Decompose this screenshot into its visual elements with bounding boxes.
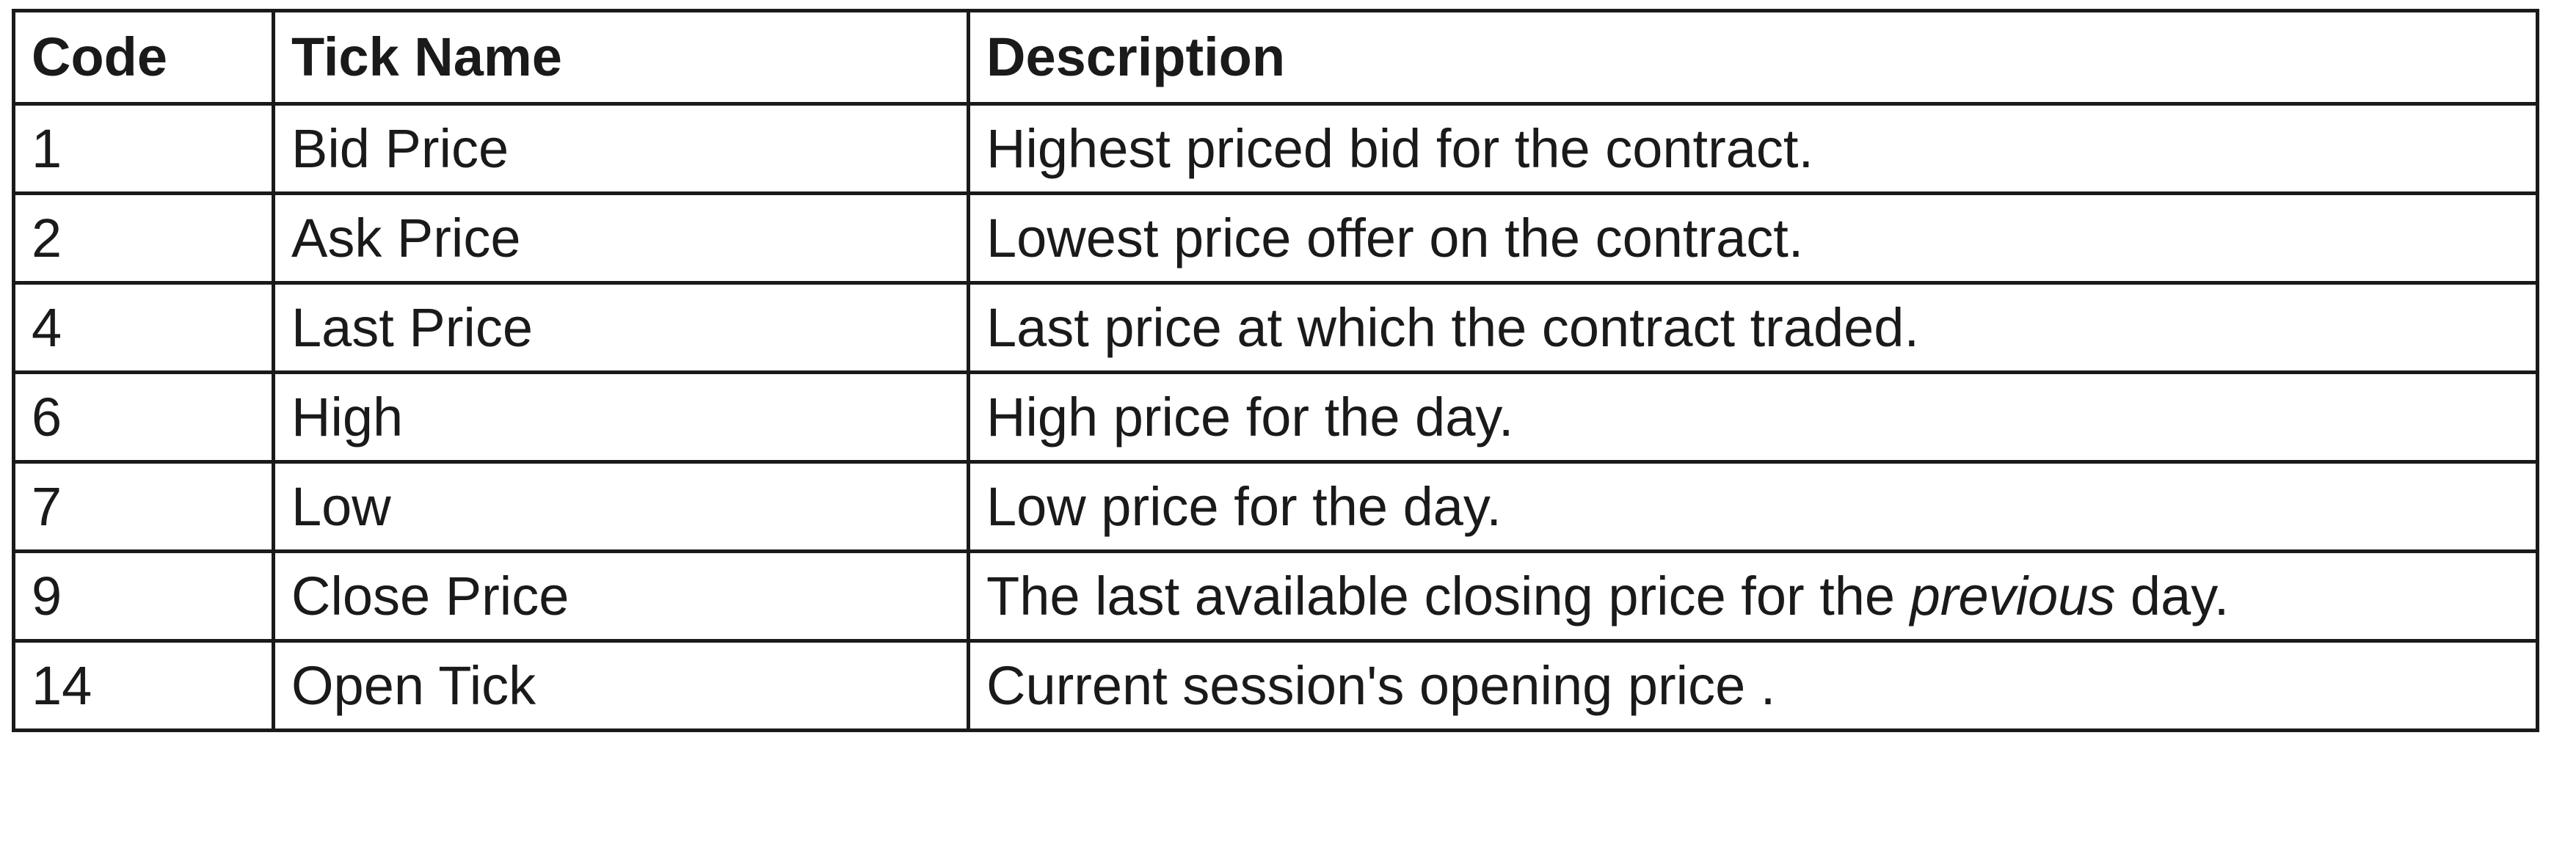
table-header-row: Code Tick Name Description	[12, 9, 2539, 106]
cell-description: High price for the day.	[967, 370, 2539, 464]
cell-tick-name: Open Tick	[272, 639, 970, 732]
header-code: Code	[12, 9, 275, 106]
cell-description: Current session's opening price .	[967, 639, 2539, 732]
table-row: 14 Open Tick Current session's opening p…	[12, 639, 2539, 732]
cell-tick-name: Ask Price	[272, 191, 970, 285]
cell-code: 2	[12, 191, 275, 285]
table-row: 2 Ask Price Lowest price offer on the co…	[12, 191, 2539, 285]
cell-description: Lowest price offer on the contract.	[967, 191, 2539, 285]
cell-description: Highest priced bid for the contract.	[967, 102, 2539, 195]
cell-code: 1	[12, 102, 275, 195]
cell-code: 4	[12, 281, 275, 374]
cell-code: 14	[12, 639, 275, 732]
table-row: 7 Low Low price for the day.	[12, 460, 2539, 553]
description-text-after: day.	[2115, 565, 2230, 627]
cell-description: The last available closing price for the…	[967, 549, 2539, 643]
table-row: 1 Bid Price Highest priced bid for the c…	[12, 102, 2539, 195]
description-text-italic: previous	[1910, 565, 2116, 627]
table-row: 4 Last Price Last price at which the con…	[12, 281, 2539, 374]
tick-codes-table-container: Code Tick Name Description 1 Bid Price H…	[12, 9, 2539, 732]
header-description: Description	[967, 9, 2539, 106]
tick-codes-table: Code Tick Name Description 1 Bid Price H…	[12, 9, 2539, 732]
table-row: 6 High High price for the day.	[12, 370, 2539, 464]
cell-code: 7	[12, 460, 275, 553]
table-row: 9 Close Price The last available closing…	[12, 549, 2539, 643]
cell-tick-name: Bid Price	[272, 102, 970, 195]
cell-tick-name: Low	[272, 460, 970, 553]
cell-description: Last price at which the contract traded.	[967, 281, 2539, 374]
cell-tick-name: High	[272, 370, 970, 464]
description-text-before: The last available closing price for the	[986, 565, 1910, 627]
cell-tick-name: Last Price	[272, 281, 970, 374]
cell-tick-name: Close Price	[272, 549, 970, 643]
cell-code: 9	[12, 549, 275, 643]
cell-description: Low price for the day.	[967, 460, 2539, 553]
cell-code: 6	[12, 370, 275, 464]
header-tick-name: Tick Name	[272, 9, 970, 106]
